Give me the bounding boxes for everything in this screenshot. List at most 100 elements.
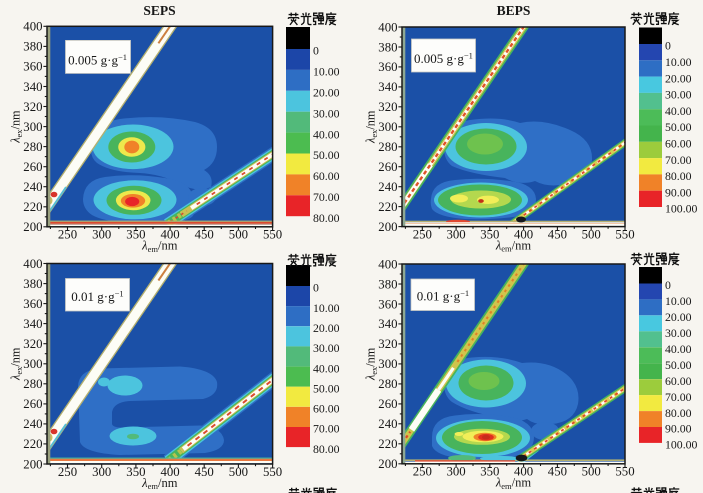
svg-text:240: 240 [378, 180, 397, 194]
svg-text:400: 400 [514, 465, 533, 479]
svg-text:200: 200 [23, 457, 42, 471]
svg-text:60.00: 60.00 [313, 169, 340, 183]
svg-text:400: 400 [160, 228, 179, 242]
svg-text:50.00: 50.00 [313, 381, 340, 395]
svg-text:80.00: 80.00 [313, 442, 340, 456]
svg-text:0.005 g·g−1: 0.005 g·g−1 [68, 52, 127, 68]
svg-text:400: 400 [514, 228, 533, 242]
svg-text:200: 200 [23, 220, 42, 234]
svg-text:400: 400 [23, 20, 42, 34]
svg-text:380: 380 [23, 40, 42, 54]
svg-text:30.00: 30.00 [665, 88, 692, 102]
svg-text:40.00: 40.00 [665, 104, 692, 118]
svg-text:280: 280 [23, 140, 42, 154]
svg-text:500: 500 [229, 465, 248, 479]
svg-text:20.00: 20.00 [313, 86, 340, 100]
svg-text:0.01 g·g−1: 0.01 g·g−1 [417, 288, 469, 304]
svg-text:260: 260 [378, 397, 397, 411]
svg-text:300: 300 [378, 357, 397, 371]
svg-text:300: 300 [446, 465, 465, 479]
svg-text:0: 0 [313, 44, 319, 58]
svg-text:0: 0 [665, 39, 671, 53]
svg-text:λex/nm: λex/nm [364, 347, 379, 381]
svg-text:320: 320 [378, 337, 397, 351]
svg-text:280: 280 [378, 140, 397, 154]
svg-text:250: 250 [413, 228, 432, 242]
svg-text:360: 360 [23, 60, 42, 74]
svg-text:λem/nm: λem/nm [495, 476, 532, 491]
svg-text:350: 350 [126, 465, 145, 479]
svg-text:250: 250 [58, 228, 77, 242]
svg-text:340: 340 [378, 317, 397, 331]
svg-text:380: 380 [378, 40, 397, 54]
svg-text:450: 450 [548, 465, 567, 479]
svg-text:250: 250 [58, 465, 77, 479]
svg-text:220: 220 [378, 437, 397, 451]
svg-text:SEPS: SEPS [143, 3, 175, 18]
svg-text:300: 300 [92, 465, 111, 479]
svg-text:0: 0 [665, 278, 671, 292]
svg-text:340: 340 [23, 80, 42, 94]
svg-text:250: 250 [413, 465, 432, 479]
svg-text:320: 320 [378, 100, 397, 114]
svg-text:90.00: 90.00 [665, 422, 692, 436]
svg-text:360: 360 [378, 60, 397, 74]
svg-text:300: 300 [92, 228, 111, 242]
svg-text:60.00: 60.00 [665, 374, 692, 388]
svg-text:380: 380 [23, 277, 42, 291]
svg-text:80.00: 80.00 [665, 169, 692, 183]
svg-text:λex/nm: λex/nm [9, 110, 24, 144]
svg-text:70.00: 70.00 [313, 422, 340, 436]
svg-text:400: 400 [378, 257, 397, 271]
svg-text:360: 360 [378, 297, 397, 311]
svg-text:350: 350 [126, 228, 145, 242]
svg-text:10.00: 10.00 [313, 301, 340, 315]
svg-text:450: 450 [195, 465, 214, 479]
svg-text:240: 240 [23, 180, 42, 194]
svg-text:10.00: 10.00 [665, 294, 692, 308]
svg-text:500: 500 [229, 228, 248, 242]
svg-text:400: 400 [23, 257, 42, 271]
svg-text:90.00: 90.00 [665, 185, 692, 199]
svg-text:320: 320 [23, 337, 42, 351]
svg-text:550: 550 [263, 465, 282, 479]
svg-text:60.00: 60.00 [665, 137, 692, 151]
svg-text:20.00: 20.00 [665, 310, 692, 324]
svg-text:360: 360 [23, 297, 42, 311]
svg-text:50.00: 50.00 [665, 120, 692, 134]
svg-text:260: 260 [23, 397, 42, 411]
svg-text:300: 300 [23, 120, 42, 134]
svg-text:30.00: 30.00 [313, 341, 340, 355]
svg-text:550: 550 [615, 228, 634, 242]
svg-text:300: 300 [23, 357, 42, 371]
svg-text:BEPS: BEPS [497, 3, 531, 18]
svg-text:30.00: 30.00 [313, 106, 340, 120]
svg-text:10.00: 10.00 [313, 65, 340, 79]
svg-text:240: 240 [378, 417, 397, 431]
svg-text:200: 200 [378, 220, 397, 234]
svg-text:400: 400 [160, 465, 179, 479]
svg-text:220: 220 [23, 437, 42, 451]
svg-text:100.00: 100.00 [665, 202, 698, 216]
svg-text:380: 380 [378, 277, 397, 291]
svg-text:100.00: 100.00 [665, 438, 698, 452]
svg-text:50.00: 50.00 [665, 358, 692, 372]
svg-text:20.00: 20.00 [665, 71, 692, 85]
svg-text:70.00: 70.00 [665, 390, 692, 404]
svg-text:300: 300 [446, 228, 465, 242]
svg-text:340: 340 [23, 317, 42, 331]
svg-text:350: 350 [480, 465, 499, 479]
svg-text:λem/nm: λem/nm [495, 238, 532, 253]
svg-text:40.00: 40.00 [665, 342, 692, 356]
svg-text:λem/nm: λem/nm [141, 476, 178, 491]
svg-text:400: 400 [378, 20, 397, 34]
svg-text:220: 220 [23, 200, 42, 214]
svg-text:0.005 g·g−1: 0.005 g·g−1 [414, 50, 473, 66]
svg-text:λem/nm: λem/nm [141, 239, 178, 254]
svg-text:220: 220 [378, 200, 397, 214]
svg-text:20.00: 20.00 [313, 321, 340, 335]
svg-text:0.01 g·g−1: 0.01 g·g−1 [71, 288, 123, 304]
svg-text:60.00: 60.00 [313, 402, 340, 416]
svg-text:320: 320 [23, 100, 42, 114]
svg-text:300: 300 [378, 120, 397, 134]
